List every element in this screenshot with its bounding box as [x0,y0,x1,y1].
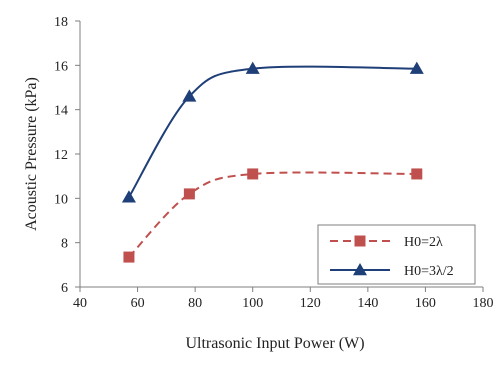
x-tick-label: 60 [131,296,145,311]
x-tick-label: 140 [357,296,378,311]
x-tick-label: 80 [188,296,202,311]
series-1-line [128,171,417,258]
series-1-point [247,168,259,180]
series-2-point [409,61,424,74]
legend-entries: H0=2λ H0=3λ/2 [330,235,454,279]
y-axis-title: Acoustic Pressure (kPa) [23,77,40,231]
series-2-point [121,190,136,203]
tick-labels: 40 60 80 100 120 140 160 180 6 8 10 12 14 16 18 [54,15,494,311]
x-tick-label: 40 [73,296,87,311]
x-tick-label: 160 [415,296,436,311]
series-layer [121,61,424,263]
series-1-point [183,188,195,200]
legend-entry-1: H0=2λ [330,235,443,250]
x-tick-label: 100 [242,296,263,311]
y-tick-label: 16 [54,59,68,74]
legend-marker [354,235,366,247]
plot-area: 40 60 80 100 120 140 160 180 6 8 10 12 14 16 18 [54,15,494,311]
legend-label: H0=2λ [404,235,443,250]
series-2 [121,61,424,203]
x-axis-title: Ultrasonic Input Power (W) [185,335,364,352]
legend-entry-2: H0=3λ/2 [330,263,454,279]
legend: H0=2λ H0=3λ/2 [317,224,476,285]
legend-box [317,224,476,285]
y-tick-label: 8 [61,237,68,252]
series-1-point [411,168,423,180]
series-2-point [182,89,197,102]
series-2-point [245,61,260,74]
series-2-line [128,65,417,198]
y-tick-label: 14 [54,104,68,119]
series-1-point [123,251,135,263]
legend-label: H0=3λ/2 [404,264,454,279]
y-tick-label: 18 [54,15,68,30]
legend-marker [353,263,367,276]
x-tick-label: 120 [300,296,321,311]
y-tick-label: 12 [54,148,68,163]
y-tick-label: 10 [54,192,68,207]
series-1 [123,168,423,263]
x-tick-label: 180 [473,296,494,311]
y-tick-label: 6 [61,281,68,296]
tick-marks [75,20,484,292]
